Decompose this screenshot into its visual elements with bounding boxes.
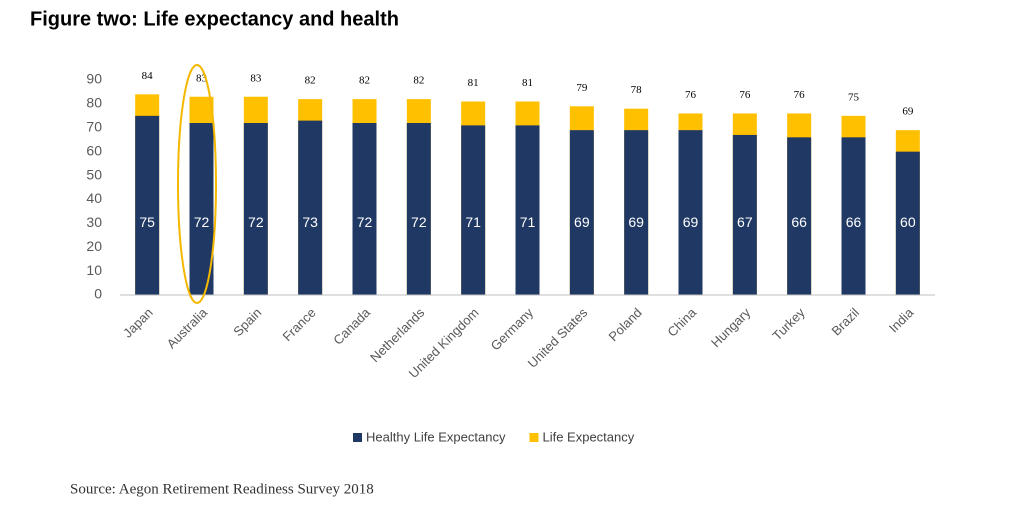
value-label: 72 <box>411 214 427 230</box>
y-tick-label: 10 <box>86 262 102 278</box>
value-label: 75 <box>848 91 860 103</box>
x-tick-label: Australia <box>164 304 211 351</box>
value-label: 82 <box>305 75 316 87</box>
value-label: 81 <box>468 77 479 89</box>
value-label: 79 <box>576 82 588 94</box>
value-label: 83 <box>196 72 208 84</box>
bar <box>298 120 323 295</box>
x-tick-label: Poland <box>605 305 644 344</box>
value-label: 84 <box>142 70 154 82</box>
chart-title: Figure two: Life expectancy and health <box>30 8 399 30</box>
value-label: 66 <box>791 214 807 230</box>
value-label: 67 <box>737 214 753 230</box>
legend-swatch <box>353 433 362 442</box>
value-label: 78 <box>631 84 643 96</box>
bar <box>895 151 920 295</box>
bar <box>406 123 431 295</box>
value-label: 72 <box>357 214 373 230</box>
y-tick-label: 80 <box>86 95 102 111</box>
y-tick-label: 50 <box>86 166 102 182</box>
y-tick-label: 0 <box>94 286 102 302</box>
bar <box>732 134 757 295</box>
legend-swatch <box>529 433 539 442</box>
source: Source: Aegon Retirement Readiness Surve… <box>70 481 374 497</box>
highlight-oval <box>177 64 217 304</box>
y-tick-label: 70 <box>86 118 102 134</box>
bar <box>624 130 649 295</box>
value-label: 69 <box>628 214 644 230</box>
bar <box>841 137 866 295</box>
bar <box>461 125 486 295</box>
bar <box>569 130 594 295</box>
value-label: 69 <box>574 214 590 230</box>
value-label: 82 <box>413 75 424 87</box>
value-label: 72 <box>194 214 210 230</box>
x-tick-label: China <box>664 304 699 339</box>
y-tick-label: 60 <box>86 142 102 158</box>
value-label: 81 <box>522 77 533 89</box>
x-tick-label: Japan <box>120 305 156 341</box>
value-label: 75 <box>139 214 155 230</box>
legend-label: Healthy Life Expectancy <box>366 429 506 444</box>
value-label: 66 <box>846 214 862 230</box>
x-tick-label: India <box>886 304 917 335</box>
x-tick-label: Turkey <box>769 305 808 344</box>
x-tick-label: Spain <box>230 305 264 339</box>
y-tick-label: 40 <box>86 190 102 206</box>
value-label: 60 <box>900 214 916 230</box>
x-tick-label: France <box>279 305 318 344</box>
value-label: 69 <box>902 106 914 118</box>
bar <box>787 137 812 295</box>
value-label: 76 <box>685 89 697 101</box>
y-tick-label: 20 <box>86 238 102 254</box>
y-tick-label: 90 <box>86 71 102 87</box>
x-tick-label: Hungary <box>708 305 754 351</box>
x-tick-label: Germany <box>488 305 537 354</box>
value-label: 69 <box>683 214 699 230</box>
bar <box>243 123 268 295</box>
bar <box>352 123 377 295</box>
value-label: 82 <box>359 75 370 87</box>
value-label: 72 <box>248 214 264 230</box>
legend-label: Life Expectancy <box>542 429 634 444</box>
y-tick-label: 30 <box>86 214 102 230</box>
x-tick-label: Canada <box>330 304 373 347</box>
bar <box>135 115 160 295</box>
value-label: 71 <box>520 214 536 230</box>
bar <box>189 123 214 295</box>
value-label: 83 <box>250 72 262 84</box>
value-label: 76 <box>794 89 806 101</box>
bar <box>515 125 540 295</box>
bar <box>678 130 703 295</box>
value-label: 71 <box>465 214 481 230</box>
value-label: 76 <box>739 89 751 101</box>
value-label: 73 <box>302 214 318 230</box>
x-tick-label: Brazil <box>828 305 862 339</box>
